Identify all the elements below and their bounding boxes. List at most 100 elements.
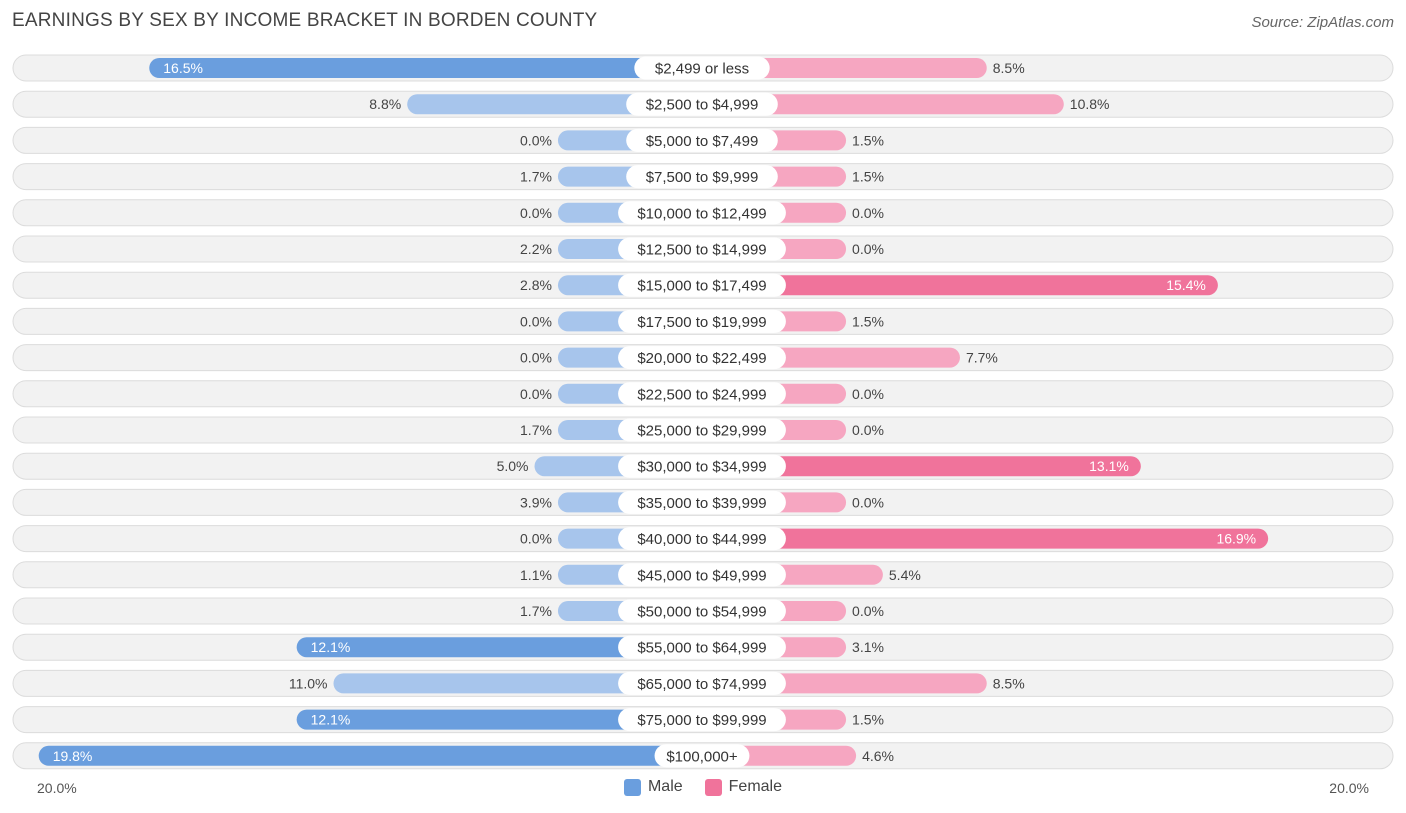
- male-bar: [296, 709, 702, 730]
- axis-right-label: 20.0%: [1329, 780, 1369, 796]
- female-value-label: 5.4%: [889, 567, 921, 583]
- male-value-label: 3.9%: [520, 494, 552, 510]
- category-pill: [626, 92, 778, 116]
- female-bar: [702, 275, 1218, 296]
- male-value-label: 2.8%: [520, 277, 552, 293]
- male-value-label: 0.0%: [520, 132, 552, 148]
- female-bar: [702, 58, 987, 78]
- male-value-label: 19.8%: [53, 748, 93, 764]
- legend-item-female: Female: [704, 778, 783, 796]
- category-label: $2,499 or less: [655, 61, 749, 78]
- female-value-label: 0.0%: [852, 494, 884, 510]
- category-pill: [618, 201, 786, 225]
- female-value-label: 10.8%: [1070, 96, 1110, 112]
- male-value-label: 0.0%: [520, 531, 552, 547]
- category-pill: [618, 273, 786, 297]
- female-value-label: 7.7%: [966, 350, 998, 366]
- category-label: $15,000 to $17,499: [637, 278, 766, 295]
- male-value-label: 1.7%: [520, 603, 552, 619]
- category-pill: [618, 454, 786, 478]
- male-value-label: 12.1%: [311, 639, 351, 655]
- category-label: $35,000 to $39,999: [637, 495, 766, 512]
- female-bar: [702, 94, 1064, 115]
- female-value-label: 1.5%: [852, 313, 884, 329]
- female-value-label: 15.4%: [1166, 277, 1206, 293]
- category-pill: [618, 418, 786, 442]
- female-value-label: 4.6%: [862, 748, 894, 764]
- legend: Male Female: [0, 778, 1406, 796]
- category-label: $20,000 to $22,499: [637, 350, 766, 367]
- category-label: $50,000 to $54,999: [637, 604, 766, 621]
- female-value-label: 8.5%: [993, 60, 1025, 76]
- female-value-label: 8.5%: [993, 675, 1025, 691]
- female-value-label: 3.1%: [852, 639, 884, 655]
- male-value-label: 1.7%: [520, 169, 552, 185]
- female-value-label: 16.9%: [1216, 531, 1256, 547]
- axis-left-label: 20.0%: [37, 780, 77, 796]
- chart-title: EARNINGS BY SEX BY INCOME BRACKET IN BOR…: [12, 10, 598, 31]
- female-bar: [702, 528, 1269, 549]
- female-value-label: 1.5%: [852, 169, 884, 185]
- female-value-label: 0.0%: [852, 422, 884, 438]
- category-label: $17,500 to $19,999: [637, 314, 766, 331]
- legend-swatch-female: [704, 778, 722, 796]
- male-value-label: 8.8%: [369, 96, 401, 112]
- male-value-label: 12.1%: [311, 712, 351, 728]
- legend-item-male: Male: [623, 778, 683, 796]
- category-label: $45,000 to $49,999: [637, 567, 766, 584]
- male-bar: [38, 745, 702, 766]
- category-pill: [618, 708, 786, 732]
- category-label: $7,500 to $9,999: [646, 169, 759, 186]
- female-value-label: 0.0%: [852, 241, 884, 257]
- male-value-label: 0.0%: [520, 313, 552, 329]
- category-label: $65,000 to $74,999: [637, 676, 766, 693]
- female-value-label: 0.0%: [852, 205, 884, 221]
- male-value-label: 11.0%: [289, 675, 328, 691]
- category-pill: [626, 165, 778, 189]
- category-label: $100,000+: [666, 748, 738, 765]
- category-label: $22,500 to $24,999: [637, 386, 766, 403]
- male-bar: [149, 58, 702, 78]
- category-label: $25,000 to $29,999: [637, 423, 766, 440]
- category-pill: [618, 671, 786, 695]
- legend-label-female: Female: [728, 778, 783, 795]
- category-pill: [626, 128, 778, 152]
- male-value-label: 1.7%: [520, 422, 552, 438]
- female-value-label: 0.0%: [852, 603, 884, 619]
- male-value-label: 0.0%: [520, 386, 552, 402]
- category-pill: [618, 635, 786, 659]
- category-label: $75,000 to $99,999: [637, 712, 766, 729]
- female-value-label: 13.1%: [1089, 458, 1129, 474]
- category-label: $12,500 to $14,999: [637, 242, 766, 259]
- category-pill: [618, 563, 786, 587]
- male-value-label: 5.0%: [497, 458, 529, 474]
- category-pill: [618, 382, 786, 406]
- category-pill: [618, 346, 786, 370]
- male-value-label: 0.0%: [520, 350, 552, 366]
- category-label: $30,000 to $34,999: [637, 459, 766, 476]
- male-value-label: 1.1%: [520, 567, 552, 583]
- category-pill: [654, 744, 750, 768]
- male-value-label: 2.2%: [520, 241, 552, 257]
- category-pill: [618, 599, 786, 623]
- category-label: $40,000 to $44,999: [637, 531, 766, 548]
- legend-swatch-male: [623, 778, 641, 796]
- female-value-label: 0.0%: [852, 386, 884, 402]
- category-pill: [618, 527, 786, 551]
- category-pill: [634, 56, 770, 80]
- legend-label-male: Male: [647, 778, 683, 795]
- category-label: $55,000 to $64,999: [637, 640, 766, 657]
- category-pill: [618, 490, 786, 514]
- male-value-label: 16.5%: [163, 60, 203, 76]
- category-pill: [618, 309, 786, 333]
- female-value-label: 1.5%: [852, 132, 884, 148]
- female-bar: [702, 456, 1141, 477]
- category-label: $2,500 to $4,999: [646, 97, 759, 114]
- male-value-label: 0.0%: [520, 205, 552, 221]
- category-label: $5,000 to $7,499: [646, 133, 759, 150]
- female-value-label: 1.5%: [852, 712, 884, 728]
- category-pill: [618, 237, 786, 261]
- male-bar: [296, 637, 702, 658]
- category-label: $10,000 to $12,499: [637, 205, 766, 222]
